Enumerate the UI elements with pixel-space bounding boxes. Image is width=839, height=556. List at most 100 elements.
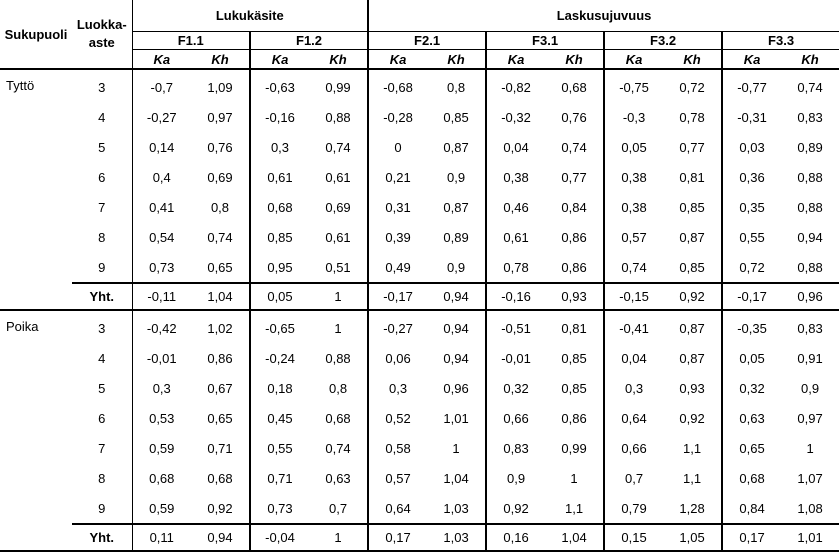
mean-cell: -0,01 (485, 343, 546, 373)
sd-cell: 0,76 (561, 109, 587, 125)
total-mean-cell: -0,11 (131, 282, 191, 311)
sd-cell: 0,99 (561, 440, 587, 456)
grade-cell: 4 (98, 350, 106, 366)
mean-cell: 0,7 (603, 463, 664, 493)
mean-cell: -0,32 (485, 102, 546, 132)
sd-cell: 1,28 (679, 500, 705, 516)
mean-cell: 0,45 (249, 403, 309, 433)
table-row: 7 0,41 0,8 0,68 0,69 0,31 0,87 0,46 0,84 0,38 0,85… (0, 192, 839, 222)
sd-cell: 0,7 (328, 500, 348, 516)
sd-cell: 0,77 (561, 169, 587, 185)
mean-cell: -0,28 (367, 102, 428, 132)
table-row: 4 -0,01 0,86 -0,24 0,88 0,06 0,94 -0,01 0,85 0,04… (0, 343, 839, 373)
mean-cell: -0,7 (131, 69, 191, 102)
sd-cell: 0,74 (325, 440, 351, 456)
mean-cell: 0,64 (603, 403, 664, 433)
mean-cell: 0,38 (603, 162, 664, 192)
sd-cell: 0,83 (797, 320, 823, 336)
mean-cell: 0,05 (603, 132, 664, 162)
sd-cell: 1 (806, 440, 814, 456)
mean-cell: 0,61 (249, 162, 309, 192)
sd-cell: 0,67 (207, 380, 233, 396)
total-label: Yht. (72, 523, 132, 552)
grade-cell: 9 (98, 500, 106, 516)
total-sd-cell: 1 (309, 282, 369, 311)
sd-cell: 0,97 (207, 109, 233, 125)
mean-cell: 0,58 (367, 433, 428, 463)
sd-cell: 0,81 (561, 320, 587, 336)
mean-cell: 0,59 (131, 493, 191, 524)
mean-cell: 0,61 (485, 222, 546, 252)
mean-cell: 0,55 (721, 222, 782, 252)
header-factor-f1-1: F1.1 (131, 31, 250, 50)
header-kh: Kh (663, 49, 723, 70)
sd-cell: 0,87 (679, 350, 705, 366)
mean-cell: 0,85 (249, 222, 309, 252)
mean-cell: -0,65 (249, 310, 309, 343)
total-mean-cell: 0,05 (249, 282, 309, 311)
sd-cell: 1,08 (797, 500, 823, 516)
sd-cell: 0,89 (797, 139, 823, 155)
grade-cell: 5 (98, 139, 106, 155)
mean-cell: 0,63 (721, 403, 782, 433)
sd-cell: 0,8 (328, 380, 348, 396)
total-sd-cell: 0,93 (545, 282, 605, 311)
sd-cell: 0,94 (443, 350, 469, 366)
sd-cell: 1,07 (797, 470, 823, 486)
sd-cell: 0,65 (207, 259, 233, 275)
mean-cell: 0,3 (249, 132, 309, 162)
mean-cell: -0,41 (603, 310, 664, 343)
total-mean-cell: 0,17 (367, 523, 428, 552)
mean-cell: 0,79 (603, 493, 664, 524)
table-row: 8 0,68 0,68 0,71 0,63 0,57 1,04 0,9 1 0,7 1,1 0,68 1… (0, 463, 839, 493)
grade-cell: 4 (98, 109, 106, 125)
mean-cell: 0,38 (603, 192, 664, 222)
mean-cell: 0,31 (367, 192, 428, 222)
mean-cell: 0,68 (131, 463, 191, 493)
mean-cell: -0,51 (485, 310, 546, 343)
header-group-lukukasite: Lukukäsite (131, 0, 369, 32)
sd-cell: 0,85 (679, 199, 705, 215)
mean-cell: 0,72 (721, 252, 782, 283)
sd-cell: 0,85 (679, 259, 705, 275)
sd-cell: 0,87 (443, 139, 469, 155)
mean-cell: 0,39 (367, 222, 428, 252)
mean-cell: -0,82 (485, 69, 546, 102)
sd-cell: 0,65 (207, 410, 233, 426)
grade-cell: 9 (98, 259, 106, 275)
mean-cell: 0,73 (249, 493, 309, 524)
mean-cell: -0,16 (249, 102, 309, 132)
mean-cell: 0,83 (485, 433, 546, 463)
sd-cell: 0,88 (797, 169, 823, 185)
header-kh: Kh (191, 49, 250, 70)
mean-cell: 0,3 (131, 373, 191, 403)
grade-cell: 8 (98, 229, 106, 245)
mean-cell: 0,06 (367, 343, 428, 373)
sd-cell: 0,92 (679, 410, 705, 426)
sd-cell: 0,99 (325, 79, 351, 95)
header-kh: Kh (545, 49, 605, 70)
header-ka: Ka (249, 49, 309, 70)
mean-cell: -0,68 (367, 69, 428, 102)
total-sd-cell: 0,96 (781, 282, 839, 311)
total-label: Yht. (72, 282, 132, 311)
table-body: Tyttö 3 -0,7 1,09 -0,63 0,99 -0,68 0,8 -0,82 0,68… (0, 69, 839, 552)
total-mean-cell: -0,04 (249, 523, 309, 552)
total-sd-cell: 1,01 (781, 523, 839, 552)
sd-cell: 0,83 (797, 109, 823, 125)
sd-cell: 0,91 (797, 350, 823, 366)
mean-cell: 0,04 (485, 132, 546, 162)
grade-cell: 5 (98, 380, 106, 396)
sd-cell: 0,71 (207, 440, 233, 456)
table-row: 5 0,3 0,67 0,18 0,8 0,3 0,96 0,32 0,85 0,3 0,93 0,3… (0, 373, 839, 403)
sd-cell: 0,63 (325, 470, 351, 486)
sd-cell: 0,93 (679, 380, 705, 396)
header-kh: Kh (427, 49, 487, 70)
mean-cell: 0,52 (367, 403, 428, 433)
mean-cell: 0,14 (131, 132, 191, 162)
sd-cell: 1,1 (683, 440, 702, 456)
table-row: 9 0,73 0,65 0,95 0,51 0,49 0,9 0,78 0,86 0,74 0,85… (0, 252, 839, 283)
mean-cell: 0,04 (603, 343, 664, 373)
sd-cell: 0,76 (207, 139, 233, 155)
